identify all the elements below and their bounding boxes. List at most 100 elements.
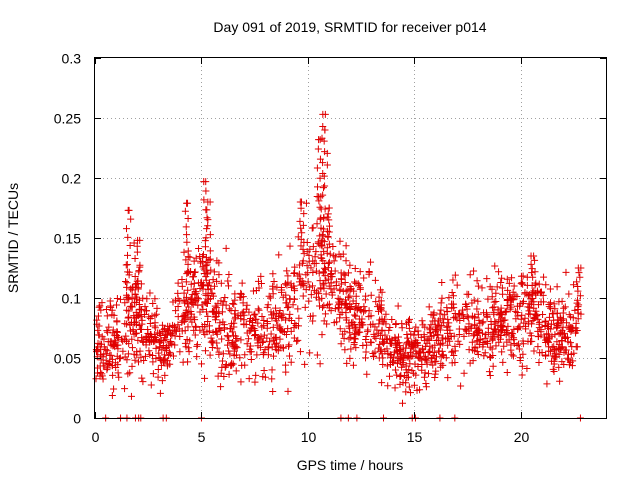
data-point <box>106 351 114 359</box>
data-point <box>494 306 502 314</box>
data-point <box>247 356 255 364</box>
data-point <box>574 306 582 314</box>
y-tick-label: 0 <box>73 411 81 427</box>
data-point <box>426 348 434 356</box>
data-point <box>341 346 349 354</box>
data-point <box>273 339 281 347</box>
data-point <box>530 304 538 312</box>
data-point <box>283 281 291 289</box>
data-point <box>480 352 488 360</box>
data-point <box>138 374 146 382</box>
data-point <box>164 327 172 335</box>
data-point <box>407 389 415 397</box>
data-point <box>203 225 211 233</box>
data-point <box>528 265 536 273</box>
data-point <box>339 287 347 295</box>
data-point <box>542 351 550 359</box>
data-point <box>276 335 284 343</box>
data-point <box>188 318 196 326</box>
data-point <box>488 336 496 344</box>
data-point <box>505 336 513 344</box>
data-point <box>322 290 330 298</box>
data-point <box>474 282 482 290</box>
data-point <box>561 303 569 311</box>
data-point <box>319 225 327 233</box>
data-point <box>326 222 334 230</box>
data-point <box>210 282 218 290</box>
data-point <box>276 306 284 314</box>
data-point <box>470 332 478 340</box>
data-point <box>317 254 325 262</box>
data-point <box>470 296 478 304</box>
data-point <box>127 392 135 400</box>
data-point <box>327 279 335 287</box>
data-point <box>282 316 290 324</box>
data-point <box>316 360 324 368</box>
data-point <box>398 363 406 371</box>
data-point <box>94 312 102 320</box>
data-point <box>443 304 451 312</box>
data-point <box>310 286 318 294</box>
data-point <box>268 366 276 374</box>
data-point <box>421 355 429 363</box>
data-point <box>487 318 495 326</box>
data-point <box>385 372 393 380</box>
data-point <box>283 304 291 312</box>
data-point <box>404 317 412 325</box>
data-point <box>121 299 129 307</box>
data-point <box>448 289 456 297</box>
data-point <box>453 315 461 323</box>
data-point <box>402 388 410 396</box>
data-point <box>141 352 149 360</box>
data-point <box>334 294 342 302</box>
data-point <box>174 279 182 287</box>
data-point <box>128 344 136 352</box>
data-point <box>114 345 122 353</box>
data-point <box>570 281 578 289</box>
data-point <box>315 290 323 298</box>
data-point <box>520 319 528 327</box>
data-point <box>569 314 577 322</box>
data-point <box>180 289 188 297</box>
data-point <box>488 345 496 353</box>
data-point <box>455 330 463 338</box>
data-point <box>284 272 292 280</box>
data-point <box>315 197 323 205</box>
data-point <box>110 311 118 319</box>
data-point <box>151 322 159 330</box>
data-point <box>466 271 474 279</box>
data-point <box>573 296 581 304</box>
data-point <box>364 326 372 334</box>
data-point <box>225 370 233 378</box>
data-point <box>344 286 352 294</box>
data-point <box>570 349 578 357</box>
data-point <box>261 346 269 354</box>
data-point <box>376 340 384 348</box>
data-point <box>226 350 234 358</box>
data-point <box>164 360 172 368</box>
data-point <box>437 299 445 307</box>
data-point <box>259 337 267 345</box>
data-point <box>319 191 327 199</box>
data-point <box>468 338 476 346</box>
y-tick-labels: 0 0.05 0.1 0.15 0.2 0.25 0.3 <box>54 51 81 427</box>
data-point <box>147 381 155 389</box>
data-point <box>182 223 190 231</box>
data-point <box>416 386 424 394</box>
data-point <box>225 271 233 279</box>
data-point <box>219 318 227 326</box>
data-point <box>576 273 584 281</box>
data-point <box>176 332 184 340</box>
data-point <box>371 276 379 284</box>
data-point <box>375 307 383 315</box>
data-point <box>171 341 179 349</box>
data-point <box>300 210 308 218</box>
data-point <box>203 261 211 269</box>
data-point <box>119 347 127 355</box>
data-point <box>113 318 121 326</box>
data-point <box>323 149 331 157</box>
data-point <box>114 369 122 377</box>
data-point <box>188 298 196 306</box>
data-point <box>484 295 492 303</box>
data-point <box>216 319 224 327</box>
